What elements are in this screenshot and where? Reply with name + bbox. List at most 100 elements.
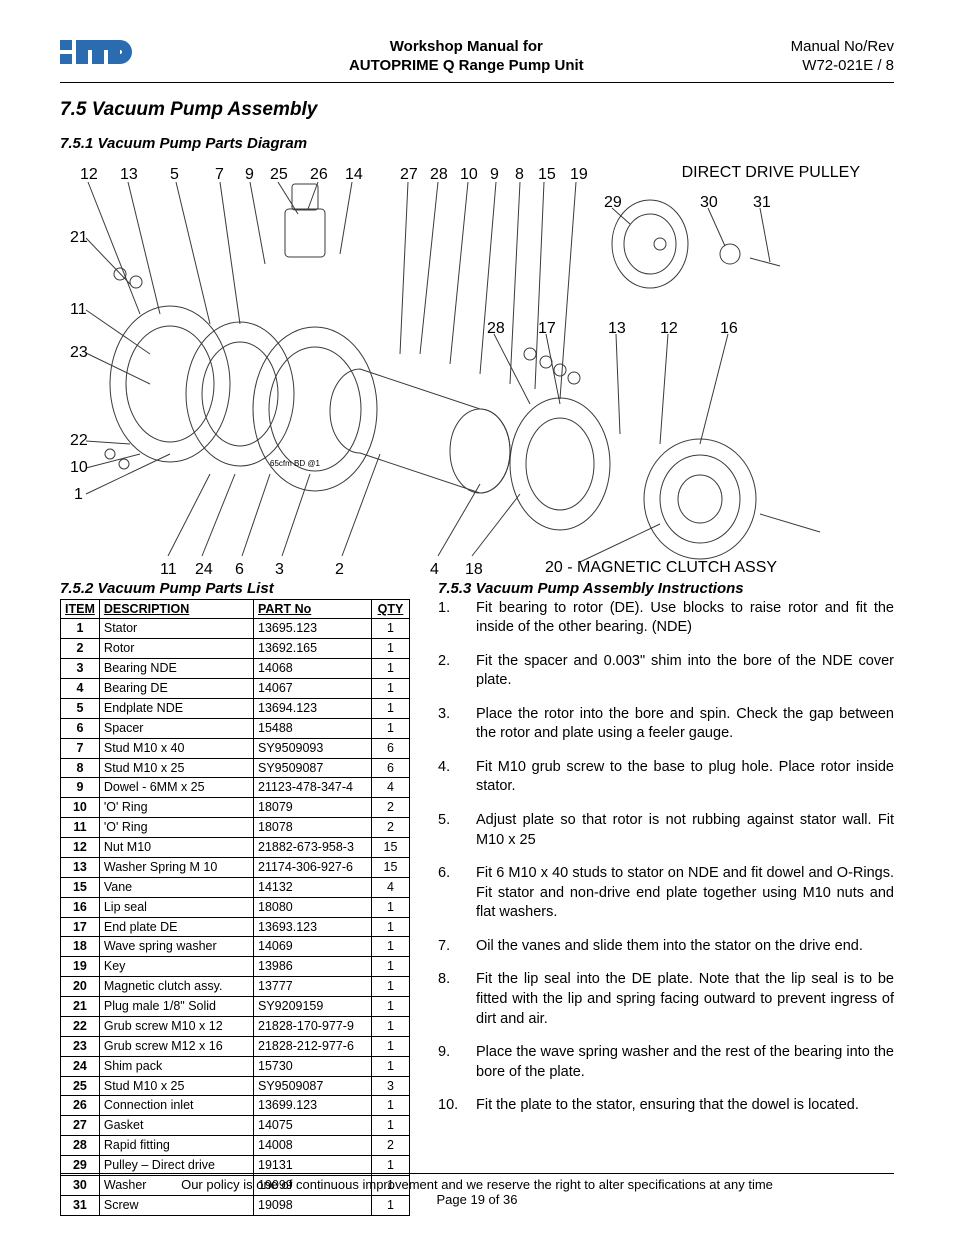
step-text: Oil the vanes and slide them into the st… [476,937,894,957]
step-number: 4. [438,758,476,797]
table-row: 28Rapid fitting140082 [61,1136,410,1156]
table-cell: 23 [61,1036,100,1056]
callout-number: 22 [70,432,88,450]
table-cell: 18 [61,937,100,957]
table-row: 24Shim pack157301 [61,1056,410,1076]
table-cell: 15730 [254,1056,372,1076]
table-cell: SY9509087 [254,1076,372,1096]
callout-number: 15 [538,166,556,184]
table-row: 20Magnetic clutch assy.137771 [61,977,410,997]
table-row: 11'O' Ring180782 [61,818,410,838]
step-text: Fit the spacer and 0.003" shim into the … [476,652,894,691]
table-cell: 1 [372,1116,410,1136]
step-number: 10. [438,1096,476,1116]
table-cell: 7 [61,738,100,758]
table-cell: 13777 [254,977,372,997]
table-cell: 13986 [254,957,372,977]
table-cell: Stator [99,619,253,639]
step-number: 9. [438,1043,476,1082]
instruction-step: 8.Fit the lip seal into the DE plate. No… [438,970,894,1029]
table-cell: 13692.165 [254,639,372,659]
table-row: 23Grub screw M12 x 1621828-212-977-61 [61,1036,410,1056]
table-cell: Plug male 1/8" Solid [99,997,253,1017]
table-cell: 13693.123 [254,917,372,937]
table-cell: 13699.123 [254,1096,372,1116]
table-cell: 15 [372,857,410,877]
table-row: 17End plate DE13693.1231 [61,917,410,937]
table-cell: 28 [61,1136,100,1156]
content-columns: 7.5.2 Vacuum Pump Parts List ITEMDESCRIP… [60,574,894,1216]
table-cell: 24 [61,1056,100,1076]
callout-number: 12 [660,320,678,338]
table-cell: 1 [372,937,410,957]
step-number: 1. [438,599,476,638]
step-number: 8. [438,970,476,1029]
table-cell: 1 [61,619,100,639]
table-row: 4Bearing DE140671 [61,679,410,699]
callout-number: 13 [608,320,626,338]
table-row: 8Stud M10 x 25SY95090876 [61,758,410,778]
table-cell: 18080 [254,897,372,917]
table-cell: 14067 [254,679,372,699]
table-cell: Endplate NDE [99,698,253,718]
instructions-column: 7.5.3 Vacuum Pump Assembly Instructions … [438,574,894,1216]
table-row: 1Stator13695.1231 [61,619,410,639]
table-row: 27Gasket140751 [61,1116,410,1136]
table-row: 15Vane141324 [61,877,410,897]
table-cell: 11 [61,818,100,838]
callout-number: 4 [430,561,439,579]
table-cell: 14068 [254,659,372,679]
table-cell: 25 [61,1076,100,1096]
table-cell: Stud M10 x 25 [99,1076,253,1096]
callout-number: 26 [310,166,328,184]
table-cell: 1 [372,997,410,1017]
table-cell: Grub screw M10 x 12 [99,1016,253,1036]
table-cell: 14075 [254,1116,372,1136]
table-cell: 1 [372,679,410,699]
table-cell: Rotor [99,639,253,659]
instruction-step: 6.Fit 6 M10 x 40 studs to stator on NDE … [438,864,894,923]
table-cell: Vane [99,877,253,897]
table-cell: 9 [61,778,100,798]
table-cell: 1 [372,897,410,917]
table-row: 6Spacer154881 [61,718,410,738]
table-row: 16Lip seal180801 [61,897,410,917]
table-cell: SY9509087 [254,758,372,778]
table-row: 18Wave spring washer140691 [61,937,410,957]
instruction-step: 3.Place the rotor into the bore and spin… [438,705,894,744]
table-cell: 17 [61,917,100,937]
table-row: 9Dowel - 6MM x 2521123-478-347-44 [61,778,410,798]
callout-number: 9 [245,166,254,184]
step-text: Fit bearing to rotor (DE). Use blocks to… [476,599,894,638]
step-number: 3. [438,705,476,744]
table-cell: 21828-170-977-9 [254,1016,372,1036]
table-cell: 1 [372,977,410,997]
header-docref: Manual No/Rev W72-021E / 8 [791,38,894,76]
callout-number: 13 [120,166,138,184]
table-cell: 15488 [254,718,372,738]
table-cell: Key [99,957,253,977]
instruction-step: 2.Fit the spacer and 0.003" shim into th… [438,652,894,691]
instruction-step: 4.Fit M10 grub screw to the base to plug… [438,758,894,797]
table-cell: Connection inlet [99,1096,253,1116]
instruction-step: 5.Adjust plate so that rotor is not rubb… [438,811,894,850]
callout-number: 14 [345,166,363,184]
diagram-small-note: 65cfm BD @1 [270,459,320,468]
step-number: 2. [438,652,476,691]
step-text: Place the wave spring washer and the res… [476,1043,894,1082]
callout-number: 3 [275,561,284,579]
table-cell: 22 [61,1016,100,1036]
table-cell: 21 [61,997,100,1017]
table-cell: Lip seal [99,897,253,917]
table-cell: 16 [61,897,100,917]
diagram-label-pulley: DIRECT DRIVE PULLEY [682,164,860,182]
table-cell: 2 [372,798,410,818]
step-text: Fit M10 grub screw to the base to plug h… [476,758,894,797]
table-cell: 27 [61,1116,100,1136]
table-cell: 19 [61,957,100,977]
table-row: 5Endplate NDE13694.1231 [61,698,410,718]
table-cell: End plate DE [99,917,253,937]
table-cell: Spacer [99,718,253,738]
table-cell: 1 [372,1016,410,1036]
table-cell: 6 [61,718,100,738]
